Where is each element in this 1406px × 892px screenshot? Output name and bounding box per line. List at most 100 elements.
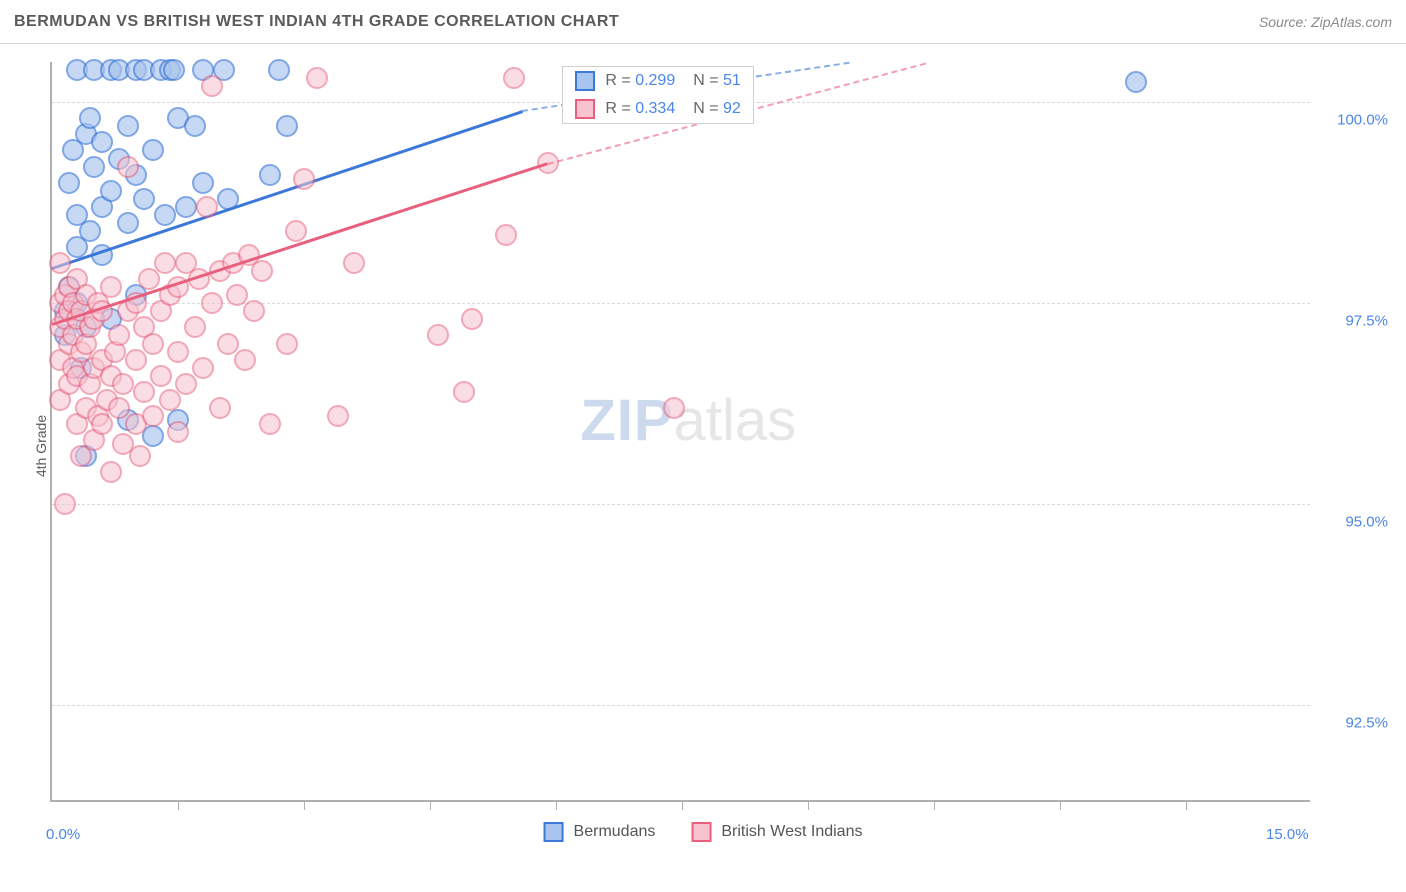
bwi-point [154,252,176,274]
bwi-point [112,373,134,395]
bwi-point [91,413,113,435]
ytick-label: 92.5% [1318,715,1388,732]
stats-legend-row: R = 0.334 N = 92 [563,95,752,123]
stats-legend: R = 0.299N = 51 R = 0.334 N = 92 [562,66,753,124]
bwi-point [259,413,281,435]
watermark-zip: ZIP [580,388,673,453]
bermudans-point [133,188,155,210]
xtick [556,800,557,810]
bwi-point [142,405,164,427]
bwi-point [243,300,265,322]
bwi-point [196,196,218,218]
bermudans-point [117,115,139,137]
bermudans-point [259,164,281,186]
bwi-point [150,365,172,387]
legend-swatch [575,99,595,119]
bwi-point [293,168,315,190]
bwi-point [125,349,147,371]
legend-swatch [575,71,595,91]
bermudans-point [268,59,290,81]
legend-n: N = 51 [693,72,741,90]
ytick-label: 97.5% [1318,313,1388,330]
bermudans-point [79,107,101,129]
bwi-point [138,268,160,290]
bwi-point [167,341,189,363]
bwi-point [129,445,151,467]
ytick-label: 100.0% [1318,112,1388,129]
bwi-point [495,224,517,246]
bwi-point [184,316,206,338]
bottom-legend-label: British West Indians [721,823,862,841]
xtick [178,800,179,810]
stats-legend-row: R = 0.299N = 51 [563,67,752,95]
watermark-atlas: atlas [674,388,797,453]
y-axis-label: 4th Grade [33,415,49,477]
xtick [430,800,431,810]
bwi-point [209,397,231,419]
plot-area: ZIPatlas 100.0%97.5%95.0%92.5% [50,62,1310,802]
bottom-legend-item: British West Indians [691,822,862,842]
bwi-point [306,67,328,89]
bwi-point [159,389,181,411]
xtick [1186,800,1187,810]
bermudans-point [276,115,298,137]
bwi-point [251,260,273,282]
bwi-point [234,349,256,371]
xtick [682,800,683,810]
bwi-point [192,357,214,379]
xtick [808,800,809,810]
bermudans-point [58,172,80,194]
title-bar: BERMUDAN VS BRITISH WEST INDIAN 4TH GRAD… [0,0,1406,44]
chart-title: BERMUDAN VS BRITISH WEST INDIAN 4TH GRAD… [14,13,619,31]
bwi-point [285,220,307,242]
gridline-h [52,504,1310,505]
bermudans-point [117,212,139,234]
legend-swatch [691,822,711,842]
chart-container: BERMUDAN VS BRITISH WEST INDIAN 4TH GRAD… [0,0,1406,892]
xtick [304,800,305,810]
bwi-point [503,67,525,89]
legend-swatch [544,822,564,842]
bottom-legend-item: Bermudans [544,822,656,842]
bwi-point [142,333,164,355]
bwi-point [133,381,155,403]
bermudans-point [79,220,101,242]
bwi-point [117,156,139,178]
bwi-point [167,421,189,443]
watermark: ZIPatlas [580,387,796,454]
xtick-label: 15.0% [1266,826,1309,843]
bottom-legend: Bermudans British West Indians [544,822,863,842]
bwi-point [201,75,223,97]
bwi-point [453,381,475,403]
bermudans-point [175,196,197,218]
bermudans-point [83,156,105,178]
bwi-point [663,397,685,419]
bermudans-point [184,115,206,137]
bwi-point [343,252,365,274]
bottom-legend-label: Bermudans [574,823,656,841]
xtick [934,800,935,810]
bwi-point [100,276,122,298]
ytick-label: 95.0% [1318,514,1388,531]
legend-r: R = 0.334 [605,100,675,118]
bermudans-point [1125,71,1147,93]
bermudans-point [100,180,122,202]
bermudans-point [192,172,214,194]
source-label: Source: ZipAtlas.com [1259,14,1392,30]
bermudans-point [142,139,164,161]
bwi-point [327,405,349,427]
bwi-point [100,461,122,483]
bwi-point [427,324,449,346]
bermudans-point [154,204,176,226]
gridline-h [52,705,1310,706]
xtick [1060,800,1061,810]
bwi-point [201,292,223,314]
bwi-point [276,333,298,355]
bwi-point [461,308,483,330]
bwi-point [175,373,197,395]
bwi-point [108,324,130,346]
legend-n: N = 92 [693,100,741,118]
xtick-label: 0.0% [46,826,80,843]
bwi-point [54,493,76,515]
bermudans-point [163,59,185,81]
